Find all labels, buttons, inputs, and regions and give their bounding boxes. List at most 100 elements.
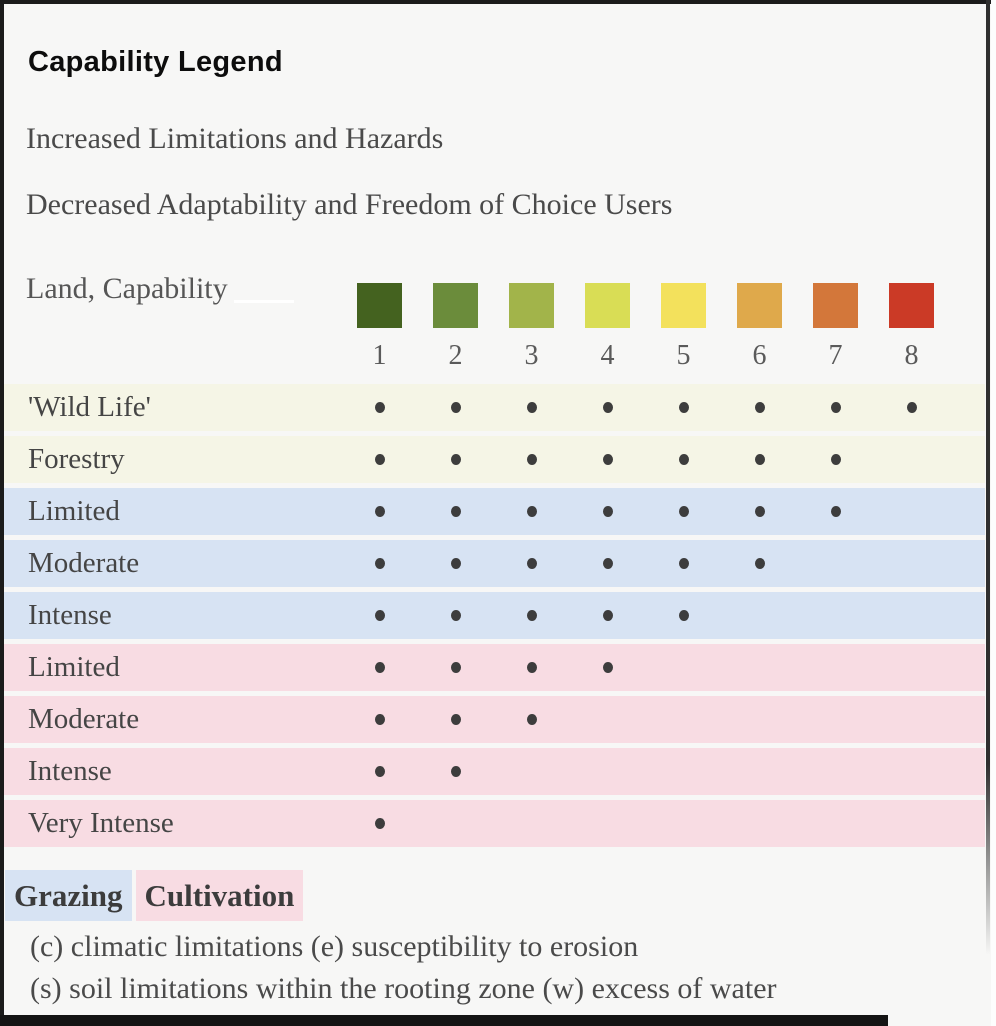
dot-cell — [357, 506, 402, 517]
capability-dot — [678, 610, 689, 621]
dot-cell — [889, 454, 934, 465]
table-row: Limited — [4, 644, 985, 691]
row-dots — [357, 610, 934, 621]
class-2-number: 2 — [448, 340, 463, 371]
cultivation-chip: Cultivation — [135, 870, 304, 921]
capability-dot — [678, 402, 689, 413]
dot-cell — [661, 610, 706, 621]
panel-right-border — [986, 0, 990, 955]
class-7-number: 7 — [828, 340, 843, 371]
row-label: Limited — [28, 651, 120, 683]
dot-cell — [585, 558, 630, 569]
panel-bottom-border — [0, 1015, 888, 1026]
table-row: Limited — [4, 488, 985, 535]
class-1-swatch — [357, 283, 402, 328]
capability-dot — [678, 506, 689, 517]
dot-cell — [585, 610, 630, 621]
class-2-swatch — [433, 283, 478, 328]
row-label: Moderate — [28, 547, 140, 579]
capability-dot — [526, 506, 537, 517]
dot-cell — [737, 610, 782, 621]
dot-cell — [889, 662, 934, 673]
dot-cell — [737, 454, 782, 465]
dot-cell — [661, 454, 706, 465]
table-row: Moderate — [4, 540, 985, 587]
dot-cell — [813, 558, 858, 569]
capability-dot — [450, 662, 461, 673]
class-4-number: 4 — [600, 340, 615, 371]
capability-dot — [526, 454, 537, 465]
class-1-number: 1 — [372, 340, 387, 371]
capability-dot — [374, 402, 385, 413]
class-4-swatch — [585, 283, 630, 328]
dot-cell — [433, 714, 478, 725]
capability-dot — [374, 610, 385, 621]
dot-cell — [813, 766, 858, 777]
dot-cell — [813, 454, 858, 465]
capability-dot — [450, 506, 461, 517]
capability-dot — [602, 454, 613, 465]
footnotes: (c) climatic limitations (e) susceptibil… — [30, 926, 777, 1010]
row-label: 'Wild Life' — [28, 391, 151, 423]
class-6-swatch — [737, 283, 782, 328]
capability-dot — [450, 714, 461, 725]
table-row: Very Intense — [4, 800, 985, 847]
dot-cell — [357, 402, 402, 413]
dot-cell — [889, 714, 934, 725]
capability-dot — [374, 662, 385, 673]
dot-cell — [433, 766, 478, 777]
table-row: Moderate — [4, 696, 985, 743]
capability-dot — [602, 402, 613, 413]
dot-cell — [813, 662, 858, 673]
capability-dot — [754, 558, 765, 569]
class-7-swatch — [813, 283, 858, 328]
dot-cell — [357, 818, 402, 829]
row-label: Forestry — [28, 443, 125, 475]
dot-cell — [357, 454, 402, 465]
dot-cell — [737, 402, 782, 413]
table-row: 'Wild Life' — [4, 384, 985, 431]
row-label: Intense — [28, 755, 112, 787]
capability-dot — [602, 506, 613, 517]
row-dots — [357, 558, 934, 569]
dot-cell — [585, 714, 630, 725]
dot-cell — [737, 506, 782, 517]
subtitle-adaptability: Decreased Adaptability and Freedom of Ch… — [26, 188, 673, 221]
class-5-number: 5 — [676, 340, 691, 371]
dot-cell — [509, 766, 554, 777]
dot-cell — [737, 662, 782, 673]
dot-cell — [661, 506, 706, 517]
dot-cell — [585, 766, 630, 777]
dot-cell — [661, 714, 706, 725]
capability-dot — [906, 402, 917, 413]
dot-cell — [889, 818, 934, 829]
capability-dot — [602, 610, 613, 621]
row-dots — [357, 766, 934, 777]
dot-cell — [433, 662, 478, 673]
row-dots — [357, 506, 934, 517]
dot-cell — [737, 818, 782, 829]
capability-dot — [830, 506, 841, 517]
dot-cell — [813, 610, 858, 621]
axis-underline — [234, 300, 294, 303]
class-6-number: 6 — [752, 340, 767, 371]
dot-cell — [509, 662, 554, 673]
dot-cell — [509, 454, 554, 465]
class-color-swatch-row — [357, 283, 934, 328]
capability-dot — [450, 454, 461, 465]
dot-cell — [357, 558, 402, 569]
dot-cell — [813, 402, 858, 413]
grazing-chip: Grazing — [5, 870, 132, 921]
capability-dot — [830, 454, 841, 465]
dot-cell — [813, 818, 858, 829]
axis-label: Land, Capability — [26, 272, 228, 305]
dot-cell — [509, 714, 554, 725]
dot-cell — [509, 610, 554, 621]
dot-cell — [509, 402, 554, 413]
capability-dot — [754, 506, 765, 517]
row-dots — [357, 714, 934, 725]
dot-cell — [889, 610, 934, 621]
dot-cell — [433, 506, 478, 517]
capability-table: 'Wild Life' Forestry Limited Moderate Intens… — [4, 384, 985, 852]
footnote-climatic-erosion: (c) climatic limitations (e) susceptibil… — [30, 930, 639, 963]
